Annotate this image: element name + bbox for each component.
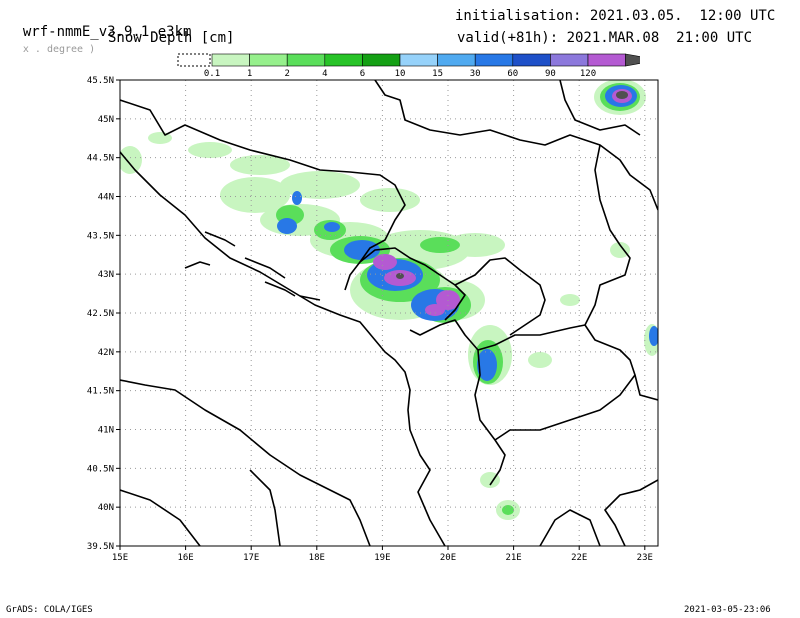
lon-axis: 15E 16E 17E 18E 19E 20E 21E 22E 23E bbox=[112, 546, 653, 563]
lon-label: 19E bbox=[374, 553, 390, 563]
coastline-italy-heel bbox=[120, 489, 201, 546]
lon-label: 17E bbox=[243, 553, 259, 563]
border-serbia-romania bbox=[559, 80, 641, 136]
coastline-adriatic bbox=[120, 151, 446, 546]
units-note: x . degree ) bbox=[22, 44, 96, 55]
colorbar-label: 4 bbox=[322, 69, 327, 79]
border-kosovo bbox=[454, 257, 546, 336]
coastline-gulf bbox=[539, 509, 601, 546]
lon-label: 21E bbox=[505, 553, 521, 563]
colorbar-label: 90 bbox=[545, 69, 556, 79]
footer-right: 2021-03-05-23:06 bbox=[684, 605, 771, 615]
lat-label: 39.5N bbox=[87, 542, 114, 552]
island-3 bbox=[264, 281, 296, 297]
lon-label: 15E bbox=[112, 553, 128, 563]
footer-left: GrADS: COLA/IGES bbox=[6, 605, 93, 615]
colorbar-label: 2 bbox=[284, 69, 289, 79]
colorbar-label: 30 bbox=[470, 69, 481, 79]
lat-label: 40N bbox=[98, 503, 114, 513]
lat-label: 43.5N bbox=[87, 231, 114, 241]
lon-label: 16E bbox=[177, 553, 193, 563]
lat-label: 42.5N bbox=[87, 309, 114, 319]
border-greece-bulgaria bbox=[634, 374, 658, 401]
lon-label: 18E bbox=[309, 553, 325, 563]
island-1 bbox=[204, 231, 236, 247]
lat-label: 44.5N bbox=[87, 154, 114, 164]
colorbar: 0.1 1 2 4 6 10 15 30 60 90 120 bbox=[177, 53, 640, 79]
lat-label: 45.5N bbox=[87, 76, 114, 86]
snow-peak bbox=[396, 91, 628, 279]
lat-label: 40.5N bbox=[87, 464, 114, 474]
model-title: wrf-nmmE_v3.9.1-e3km x . degree ) bbox=[6, 8, 192, 58]
colorbar-label: 0.1 bbox=[204, 69, 220, 79]
coastline-italy bbox=[120, 379, 371, 546]
colorbar-label: 1 bbox=[247, 69, 252, 79]
lon-label: 20E bbox=[440, 553, 456, 563]
colorbar-below-box bbox=[177, 53, 211, 67]
model-name: wrf-nmmE_v3.9.1-e3km bbox=[22, 24, 192, 40]
lon-label: 23E bbox=[637, 553, 653, 563]
colorbar-arrow bbox=[625, 53, 640, 67]
border-albania bbox=[409, 319, 506, 486]
colorbar-label: 10 bbox=[395, 69, 406, 79]
colorbar-label: 120 bbox=[580, 69, 596, 79]
coastline-ionian bbox=[249, 469, 281, 546]
border-croatia-bosnia bbox=[120, 99, 406, 291]
init-time: initialisation: 2021.03.05. 12:00 UTC bbox=[455, 8, 776, 24]
valid-time: valid(+81h): 2021.MAR.08 21:00 UTC bbox=[457, 30, 753, 46]
lat-label: 42N bbox=[98, 348, 114, 358]
border-macedonia bbox=[477, 324, 636, 441]
variable-title: Snow Depth [cm] bbox=[108, 30, 235, 46]
border-bosnia-montenegro bbox=[359, 247, 466, 321]
lat-label: 41N bbox=[98, 426, 114, 436]
lat-label: 44N bbox=[98, 193, 114, 203]
lat-label: 45N bbox=[98, 115, 114, 125]
colorbar-label: 60 bbox=[507, 69, 518, 79]
lat-label: 41.5N bbox=[87, 387, 114, 397]
lat-axis: 45.5N 45N 44.5N 44N 43.5N 43N 42.5N 42N 41.5N 41N… bbox=[87, 76, 120, 552]
border-serbia-north bbox=[374, 80, 658, 211]
lon-label: 22E bbox=[571, 553, 587, 563]
island-4 bbox=[184, 261, 211, 269]
border-serbia-bulgaria bbox=[584, 144, 631, 326]
coastline-greece-north bbox=[604, 479, 658, 546]
island-2 bbox=[244, 257, 286, 279]
island-5 bbox=[299, 295, 321, 301]
lat-label: 43N bbox=[98, 270, 114, 280]
borders-coastlines bbox=[120, 80, 658, 546]
colorbar-label: 15 bbox=[432, 69, 443, 79]
colorbar-label: 6 bbox=[360, 69, 365, 79]
